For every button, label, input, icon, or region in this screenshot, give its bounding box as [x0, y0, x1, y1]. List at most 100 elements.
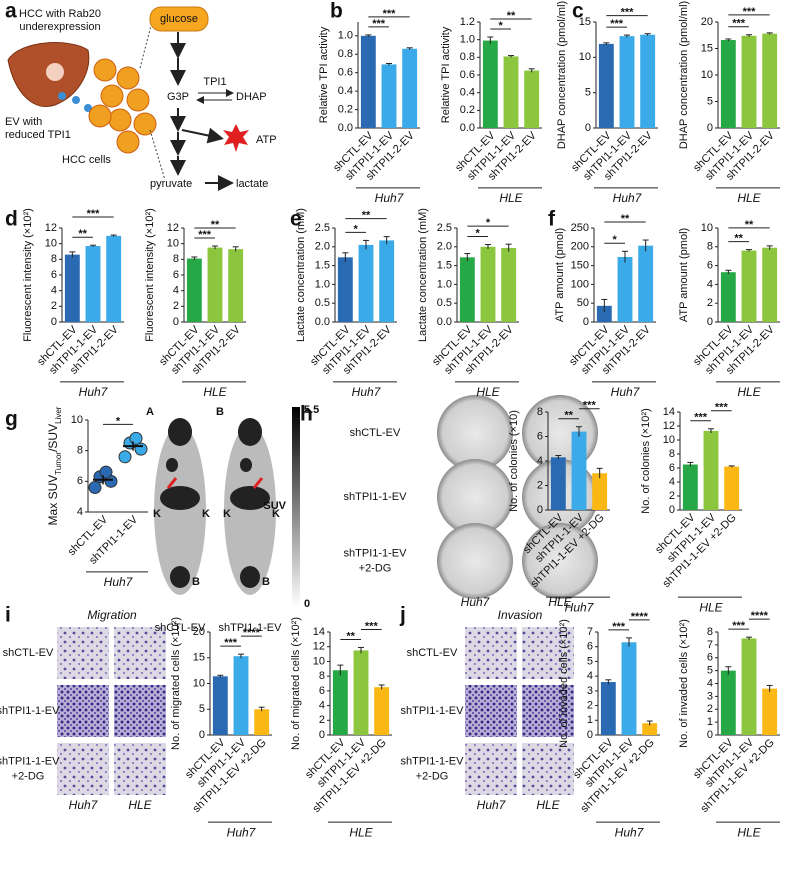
significance-label: ***: [694, 412, 708, 424]
y-axis-label: No. of colonies (×10): [508, 410, 520, 512]
x-axis-label: Huh7: [352, 385, 382, 399]
bar: [381, 64, 397, 128]
y-tick-label: 0: [537, 504, 543, 516]
y-tick-label: 8: [51, 253, 57, 265]
y-axis-label: DHAP concentration (pmol/ml): [678, 1, 690, 149]
y-tick-label: 10: [663, 434, 675, 446]
y-tick-label: 6: [537, 430, 543, 442]
row-label: +2-DG: [416, 770, 449, 782]
bar: [682, 464, 698, 510]
y-tick-label: 0.0: [460, 122, 475, 134]
x-axis-label: HLE: [476, 385, 500, 399]
y-tick-label: 0.0: [437, 316, 452, 328]
y-tick-label: 1.0: [460, 34, 475, 46]
y-tick-label: 10: [193, 677, 205, 689]
bar: [85, 246, 101, 322]
bar: [638, 245, 654, 322]
y-tick-label: 0.6: [460, 69, 475, 81]
y-tick-label: 8: [319, 670, 325, 682]
y-tick-label: 2.5: [315, 222, 330, 234]
pet-caption: shCTL-EV: [155, 622, 206, 634]
bar: [186, 258, 202, 322]
point: [118, 450, 132, 464]
diagram-text: ATP: [256, 134, 277, 146]
bar: [642, 723, 658, 735]
y-tick-label: 7: [707, 639, 713, 651]
x-axis-label: HLE: [737, 825, 761, 839]
y-tick-label: 5: [587, 655, 593, 667]
significance-label: **: [507, 10, 516, 22]
bar: [337, 257, 353, 322]
y-tick-label: 1: [587, 714, 593, 726]
y-axis-label: Lactate concentration (mM): [295, 208, 307, 342]
y-tick-label: 50: [577, 297, 589, 309]
bar: [762, 33, 778, 128]
y-tick-label: 2: [587, 699, 593, 711]
column-label: Huh7: [69, 798, 99, 812]
diagram-text: TPI1: [203, 76, 226, 88]
y-tick-label: 4: [669, 476, 675, 488]
organ-label: K: [153, 508, 161, 520]
y-tick-label: 15: [193, 652, 205, 664]
y-tick-label: 0.8: [460, 51, 475, 63]
y-tick-label: 6: [707, 260, 713, 272]
y-tick-label: 10: [167, 238, 179, 250]
panel-label: h: [300, 403, 313, 426]
diagram-text: DHAP: [236, 91, 267, 103]
bar: [482, 40, 498, 128]
bar: [228, 249, 244, 322]
row-label: shTPI1-1-EV: [0, 755, 60, 767]
diagram-text: underexpression: [19, 21, 100, 33]
y-tick-label: 10: [45, 238, 57, 250]
significance-label: *: [476, 227, 481, 239]
significance-label: ***: [87, 208, 101, 220]
y-tick-label: 0: [583, 316, 589, 328]
y-tick-label: 15: [579, 16, 591, 28]
y-tick-label: 0: [669, 504, 675, 516]
y-axis-label: DHAP concentration (pmol/ml): [556, 1, 568, 149]
y-tick-label: 2: [537, 479, 543, 491]
y-tick-label: 10: [701, 222, 713, 234]
x-axis-label: Huh7: [79, 385, 109, 399]
y-tick-label: 5: [199, 703, 205, 715]
bar: [64, 254, 80, 322]
panel-label: j: [399, 604, 406, 627]
y-axis-label: Relative TPI activity: [440, 26, 452, 123]
significance-label: **: [78, 228, 87, 240]
bar: [596, 305, 612, 322]
y-tick-label: 5: [585, 87, 591, 99]
x-axis-label: HLE: [349, 825, 373, 839]
bar: [617, 256, 633, 322]
significance-label: *: [499, 20, 504, 32]
row-label: +2-DG: [359, 562, 392, 574]
y-tick-label: 15: [701, 42, 713, 54]
y-tick-label: 0: [707, 729, 713, 741]
y-tick-label: 2.0: [315, 241, 330, 253]
y-tick-label: 8: [707, 241, 713, 253]
x-axis-label: Huh7: [104, 575, 134, 589]
column-label: HLE: [128, 798, 152, 812]
significance-label: ***: [224, 637, 238, 649]
y-tick-label: 1.0: [338, 30, 353, 42]
y-tick-label: 0.0: [338, 122, 353, 134]
panel-label: e: [290, 208, 302, 231]
y-axis-label: ATP amount (pmol): [554, 228, 566, 322]
bar: [720, 40, 736, 128]
y-tick-label: 200: [571, 241, 589, 253]
y-tick-label: 10: [701, 69, 713, 81]
bar: [402, 48, 418, 128]
significance-label: *: [486, 217, 491, 229]
y-tick-label: 1.0: [315, 278, 330, 290]
x-axis-label: Huh7: [227, 825, 257, 839]
bar: [358, 244, 374, 322]
y-tick-label: 8: [707, 626, 713, 638]
y-tick-label: 250: [571, 222, 589, 234]
panel-label: g: [5, 408, 18, 431]
y-tick-label: 12: [167, 222, 179, 234]
point: [134, 442, 148, 456]
significance-label: ***: [743, 6, 757, 18]
x-axis-label: Huh7: [615, 825, 645, 839]
y-tick-label: 3: [587, 685, 593, 697]
y-tick-label: 2: [173, 300, 179, 312]
